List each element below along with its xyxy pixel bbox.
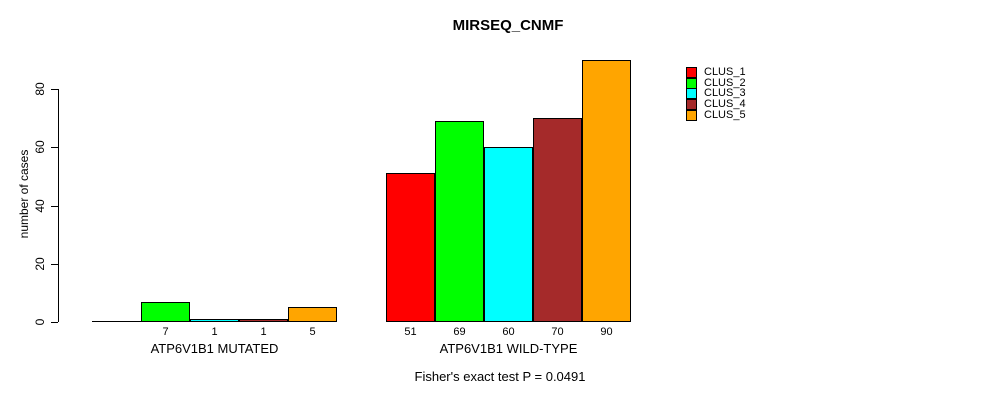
y-axis-tick-label: 80	[33, 82, 47, 96]
group-label-1: ATP6V1B1 MUTATED	[150, 341, 279, 356]
chart-title: MIRSEQ_CNMF	[452, 17, 564, 34]
bar-clus_1-1-zero	[92, 321, 141, 322]
legend-item-clus_3: CLUS_3	[686, 87, 746, 100]
bar-clus_4-1	[239, 319, 288, 322]
legend-swatch-clus_2	[686, 77, 697, 89]
y-axis-tick	[51, 147, 58, 149]
legend-label: CLUS_3	[704, 87, 746, 100]
bar-value-label: 69	[453, 326, 466, 338]
y-axis-tick	[51, 263, 58, 265]
bar-value-label: 51	[404, 326, 417, 338]
bar-value-label: 1	[211, 326, 218, 338]
y-axis-line	[58, 89, 59, 322]
legend-item-clus_5: CLUS_5	[686, 108, 746, 121]
bar-clus_2-2	[435, 121, 484, 322]
bar-clus_1-2	[386, 173, 435, 322]
legend-swatch-clus_4	[686, 98, 697, 110]
legend-swatch-clus_1	[686, 66, 697, 78]
y-axis-tick	[51, 322, 58, 323]
bar-clus_3-2	[484, 147, 533, 322]
legend-item-clus_1: CLUS_1	[686, 67, 746, 78]
bar-clus_5-2	[582, 59, 631, 322]
bar-value-label: 5	[309, 326, 316, 338]
legend-swatch-clus_5	[686, 109, 697, 121]
bar-value-label: 7	[162, 326, 169, 338]
fisher-test-annotation: Fisher's exact test P = 0.0491	[414, 369, 586, 384]
bar-clus_3-1	[190, 319, 239, 322]
bar-value-label: 60	[502, 326, 515, 338]
legend-label: CLUS_5	[704, 108, 746, 121]
legend-label: CLUS_2	[704, 76, 746, 89]
legend-label: CLUS_1	[704, 66, 746, 78]
group-label-2: ATP6V1B1 WILD-TYPE	[439, 341, 578, 356]
bar-clus_4-2	[533, 118, 582, 322]
y-axis-tick	[51, 89, 58, 90]
bar-clus_2-1	[141, 301, 190, 322]
y-axis-label: number of cases	[17, 149, 31, 239]
legend-swatch-clus_3	[686, 88, 697, 100]
bar-value-label: 1	[260, 326, 267, 338]
legend: CLUS_1 CLUS_2 CLUS_3 CLUS_4 CLUS_5	[686, 67, 746, 121]
y-axis-tick-label: 20	[33, 257, 47, 271]
legend-item-clus_2: CLUS_2	[686, 76, 746, 89]
bar-clus_5-1	[288, 307, 337, 322]
y-axis-tick-label: 60	[33, 140, 47, 154]
y-axis-tick-label: 0	[33, 318, 47, 326]
y-axis-tick-label: 40	[33, 198, 47, 213]
legend-label: CLUS_4	[704, 98, 746, 111]
bar-value-label: 70	[551, 326, 564, 338]
bar-value-label: 90	[600, 326, 613, 338]
y-axis-tick	[51, 205, 58, 207]
legend-item-clus_4: CLUS_4	[686, 99, 746, 110]
